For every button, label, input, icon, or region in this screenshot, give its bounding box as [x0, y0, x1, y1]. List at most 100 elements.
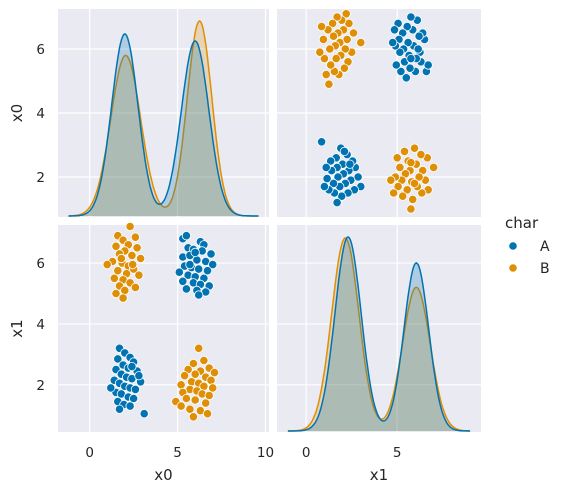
kde-area-x1-A: [287, 237, 471, 431]
scatter-point-B: [116, 253, 126, 264]
y-tick-label-x1: 2: [36, 378, 45, 394]
y-tick-label-x1: 6: [36, 256, 45, 272]
scatter-point-A: [114, 404, 125, 414]
scatter-point-B: [325, 44, 335, 54]
scatter-point-B: [130, 282, 140, 292]
scatter-point-B: [339, 63, 349, 73]
scatter-point-B: [204, 390, 214, 401]
scatter-point-A: [125, 401, 135, 411]
scatter-point-B: [109, 273, 119, 283]
scatter-point-B: [406, 158, 416, 168]
scatter-point-B: [321, 70, 331, 80]
scatter-point-A: [389, 25, 400, 35]
scatter-point-B: [392, 153, 402, 163]
scatter-point-B: [194, 343, 204, 353]
x-tick-label-x0: 5: [173, 445, 182, 461]
legend-title: char: [505, 214, 539, 232]
panel-background: [277, 225, 481, 432]
scatter-point-B: [356, 37, 366, 48]
scatter-point-B: [130, 232, 140, 242]
scatter-point-B: [315, 47, 325, 57]
scatter-point-B: [127, 250, 137, 260]
scatter-point-B: [176, 380, 186, 390]
scatter-point-B: [118, 293, 128, 303]
y-tick-label-x0: 6: [36, 42, 45, 58]
scatter-point-B: [414, 172, 424, 182]
scatter-point-B: [176, 401, 186, 411]
scatter-point-A: [401, 73, 411, 83]
scatter-point-B: [393, 182, 403, 192]
scatter-point-B: [388, 188, 399, 198]
panel-x1-vs-x0: [58, 225, 269, 432]
scatter-point-B: [111, 288, 121, 299]
scatter-point-B: [113, 266, 123, 276]
scatter-point-B: [395, 162, 405, 172]
scatter-point-A: [202, 266, 213, 276]
kde-area-x1-B: [287, 238, 471, 431]
scatter-point-B: [409, 143, 420, 153]
scatter-point-B: [120, 285, 130, 295]
scatter-point-B: [318, 34, 328, 45]
scatter-point-A: [134, 371, 144, 381]
scatter-point-B: [319, 53, 329, 64]
scatter-point-A: [139, 409, 149, 419]
scatter-point-A: [395, 47, 405, 57]
scatter-point-A: [333, 172, 343, 182]
scatter-point-A: [178, 276, 188, 286]
x-tick-label-x1: 5: [393, 445, 402, 461]
scatter-point-B: [136, 253, 146, 264]
scatter-point-B: [128, 259, 138, 270]
scatter-point-A: [339, 146, 349, 156]
scatter-point-B: [398, 191, 408, 201]
legend-label-B: B: [540, 261, 550, 277]
scatter-point-A: [345, 159, 355, 169]
y-tick-label-x1: 4: [36, 317, 45, 333]
scatter-point-A: [181, 284, 191, 294]
scatter-point-A: [181, 231, 191, 241]
scatter-point-B: [316, 22, 327, 32]
scatter-point-B: [409, 178, 420, 188]
kde-line-x1-A: [287, 236, 471, 432]
kde-line-x0-B: [68, 20, 259, 217]
scatter-point-B: [399, 146, 410, 156]
scatter-point-B: [206, 375, 216, 385]
scatter-point-B: [188, 358, 198, 369]
scatter-point-B: [408, 194, 418, 204]
scatter-point-B: [416, 150, 426, 160]
scatter-point-B: [102, 259, 112, 270]
scatter-point-B: [199, 355, 209, 366]
scatter-point-B: [188, 412, 198, 422]
kde-line-x0-A: [68, 33, 259, 217]
scatter-point-B: [132, 243, 142, 253]
panel-background: [58, 225, 269, 432]
scatter-point-B: [181, 393, 191, 404]
scatter-point-A: [406, 12, 416, 22]
scatter-point-B: [417, 188, 427, 198]
scatter-point-B: [386, 175, 396, 185]
scatter-point-B: [327, 18, 338, 29]
scatter-point-A: [129, 393, 139, 404]
x-tick-label-x0: 0: [85, 445, 94, 461]
kde-area-x0-B: [68, 21, 259, 216]
scatter-point-B: [180, 371, 190, 381]
scatter-point-A: [396, 66, 406, 77]
scatter-point-A: [321, 162, 331, 172]
scatter-point-B: [406, 204, 416, 214]
scatter-point-B: [402, 185, 412, 195]
scatter-point-A: [113, 354, 123, 364]
scatter-point-B: [341, 9, 351, 19]
scatter-point-B: [340, 44, 350, 54]
scatter-point-A: [194, 290, 204, 300]
scatter-point-A: [405, 63, 415, 73]
scatter-point-A: [206, 249, 216, 259]
x-axis-label-x1: x1: [370, 466, 388, 484]
scatter-point-B: [209, 367, 220, 378]
scatter-point-A: [391, 60, 401, 70]
scatter-point-A: [388, 37, 398, 48]
scatter-point-B: [190, 369, 200, 379]
scatter-point-B: [328, 31, 339, 41]
scatter-point-A: [130, 384, 140, 394]
scatter-point-A: [413, 44, 423, 54]
scatter-point-A: [190, 247, 200, 257]
